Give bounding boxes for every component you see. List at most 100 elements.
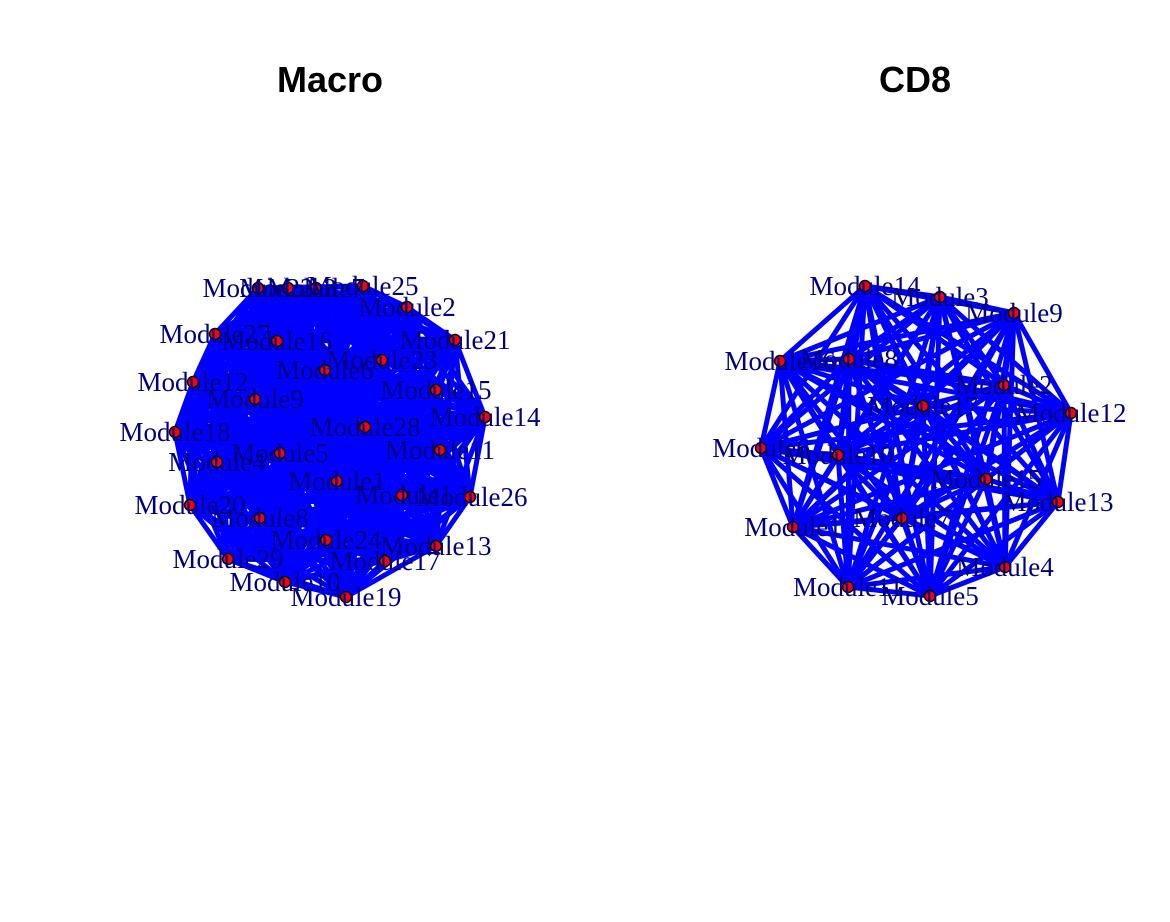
edge <box>382 492 405 564</box>
edge <box>360 283 458 343</box>
node-label-module3: Module3 <box>239 273 337 303</box>
edge <box>362 424 405 498</box>
node-label-module11: Module11 <box>793 572 903 602</box>
edge <box>927 410 1074 599</box>
edge <box>212 285 261 337</box>
node-label-module12: Module12 <box>138 367 249 397</box>
edge <box>433 337 458 549</box>
edge <box>399 492 439 549</box>
edge <box>777 358 851 590</box>
edge <box>862 283 1074 416</box>
edge <box>1055 410 1074 505</box>
node-module6 <box>318 363 332 377</box>
node-label-module2: Module2 <box>955 370 1053 400</box>
edge <box>1011 310 1074 416</box>
node-label-module13: Module13 <box>1003 487 1114 517</box>
edge <box>1002 499 1061 570</box>
node-module12 <box>186 375 200 389</box>
edge <box>187 338 280 508</box>
node-module17 <box>378 554 392 568</box>
edge <box>433 494 473 549</box>
node-module1 <box>786 520 800 534</box>
edge <box>927 499 1061 599</box>
edge <box>360 283 368 430</box>
node-label-module25: Module25 <box>308 271 419 301</box>
node-module11 <box>433 443 447 457</box>
node-label-module9: Module9 <box>965 298 1063 328</box>
edge <box>360 283 473 500</box>
node-label-module3: Module3 <box>891 282 989 312</box>
edge <box>360 283 405 498</box>
node-label-module6: Module6 <box>276 355 374 385</box>
edge <box>212 331 231 562</box>
node-module24 <box>319 533 333 547</box>
edge <box>255 285 405 498</box>
edge <box>255 285 385 363</box>
edge <box>920 403 1074 416</box>
edge <box>452 337 473 500</box>
edge <box>835 403 926 458</box>
node-label-module6: Module6 <box>712 433 810 463</box>
edge <box>343 414 488 600</box>
node-label-module19: Module19 <box>291 582 402 612</box>
edge <box>845 499 1061 590</box>
node-label-module22: Module22 <box>203 273 314 303</box>
edge <box>187 337 458 508</box>
edge <box>777 358 841 458</box>
node-label-module14: Module14 <box>810 271 921 301</box>
edge <box>362 424 473 500</box>
edge <box>343 543 439 600</box>
node-module13 <box>1051 495 1065 509</box>
edge <box>225 494 473 562</box>
node-label-module8: Module8 <box>800 344 898 374</box>
edge <box>343 492 405 600</box>
node-module16 <box>270 334 284 348</box>
node-label-module21: Module21 <box>400 325 511 355</box>
node-label-module13: Module13 <box>381 531 492 561</box>
node-module23 <box>375 353 389 367</box>
node-label-module17: Module17 <box>330 546 441 576</box>
node-module10 <box>831 448 845 462</box>
edge <box>862 283 905 521</box>
edge <box>845 584 933 599</box>
node-label-module28: Module28 <box>310 412 421 442</box>
node-label-module29: Module29 <box>173 544 284 574</box>
edge <box>899 403 926 521</box>
edge <box>983 476 1008 570</box>
edge <box>777 358 1061 505</box>
node-module6 <box>754 441 768 455</box>
node-label-module7: Module7 <box>267 273 365 303</box>
node-label-module10: Module10 <box>230 567 341 597</box>
node-module4 <box>210 455 224 469</box>
node-module7 <box>895 511 909 525</box>
node-module15 <box>429 383 443 397</box>
node-label-module18: Module18 <box>120 417 231 447</box>
node-label-module7: Module7 <box>853 503 951 533</box>
node-label-module24: Module24 <box>271 525 382 555</box>
edge <box>225 285 261 562</box>
edge <box>777 358 926 409</box>
edge <box>920 403 989 482</box>
edge <box>899 499 1061 521</box>
edge <box>467 414 488 500</box>
node-module9 <box>1007 306 1021 320</box>
edge <box>983 410 1074 482</box>
edge <box>758 445 851 590</box>
node-module25 <box>356 279 370 293</box>
edge <box>212 331 329 543</box>
edge <box>187 502 231 562</box>
node-module5 <box>273 446 287 460</box>
edge <box>835 283 868 458</box>
edge-layer <box>172 283 488 600</box>
node-layer <box>168 279 492 604</box>
node-label-module8: Module8 <box>211 503 309 533</box>
node-label-module23: Module23 <box>327 345 438 375</box>
node-module26 <box>463 490 477 504</box>
node-label-module11: Module11 <box>385 435 495 465</box>
edge <box>777 358 989 482</box>
node-label-module20: Module20 <box>135 490 246 520</box>
node-label-module27: Module27 <box>160 319 271 349</box>
node-label-module17: Module17 <box>868 391 979 421</box>
node-label-module9: Module9 <box>206 384 304 414</box>
edge <box>927 476 989 599</box>
